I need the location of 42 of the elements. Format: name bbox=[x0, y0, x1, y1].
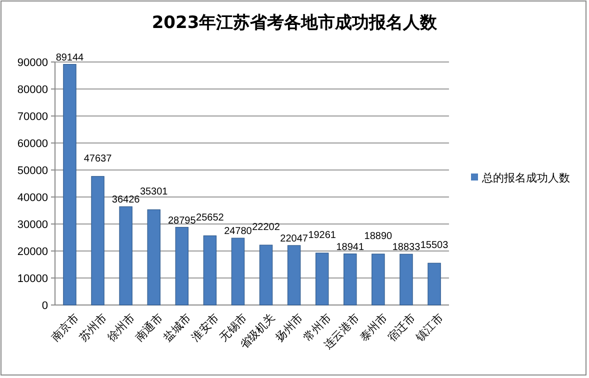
x-tick-label: 镇江市 bbox=[412, 311, 446, 345]
data-label: 19261 bbox=[308, 230, 336, 241]
y-tick-label: 80000 bbox=[17, 84, 48, 96]
y-tick-label: 40000 bbox=[17, 192, 48, 204]
bar bbox=[372, 254, 385, 306]
data-label: 15503 bbox=[420, 240, 449, 252]
y-tick-label: 0 bbox=[42, 300, 48, 312]
bar bbox=[287, 245, 301, 306]
bar bbox=[91, 176, 104, 306]
x-tick-label: 苏州市 bbox=[76, 311, 110, 344]
data-label: 18890 bbox=[364, 230, 393, 242]
bar bbox=[147, 209, 160, 306]
y-tick-label: 50000 bbox=[17, 164, 48, 177]
bar bbox=[428, 262, 441, 306]
y-tick-label: 30000 bbox=[17, 218, 48, 231]
y-tick-label: 10000 bbox=[17, 272, 48, 285]
data-label: 24780 bbox=[224, 226, 252, 238]
bar bbox=[119, 206, 132, 306]
bar bbox=[175, 226, 189, 306]
data-label: 35301 bbox=[140, 186, 168, 198]
bar bbox=[63, 64, 76, 306]
y-tick-label: 70000 bbox=[17, 110, 48, 123]
bar bbox=[344, 254, 357, 306]
data-label: 18941 bbox=[336, 242, 364, 253]
data-label: 22202 bbox=[252, 222, 280, 234]
data-label: 25652 bbox=[196, 212, 224, 224]
data-label: 36426 bbox=[112, 194, 140, 206]
bar bbox=[315, 252, 329, 306]
y-tick-label: 60000 bbox=[17, 138, 48, 150]
chart-title: 2023年江苏省考各地市成功报名人数 bbox=[152, 13, 438, 33]
bar bbox=[203, 235, 217, 306]
bar bbox=[400, 254, 413, 306]
bar bbox=[231, 238, 245, 306]
data-label: 47637 bbox=[84, 153, 112, 164]
legend-label: 总的报名成功人数 bbox=[481, 171, 570, 184]
data-label: 18833 bbox=[392, 242, 421, 254]
data-label: 22047 bbox=[280, 233, 308, 244]
y-tick-label: 90000 bbox=[17, 56, 48, 69]
data-label: 28795 bbox=[168, 215, 196, 226]
bar bbox=[259, 244, 273, 306]
data-label: 89144 bbox=[56, 52, 84, 64]
y-tick-label: 20000 bbox=[17, 246, 48, 258]
